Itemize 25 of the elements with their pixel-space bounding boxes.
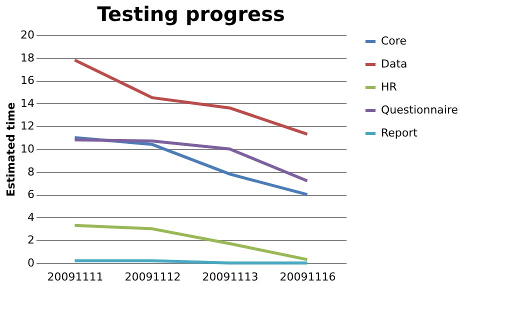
legend-label: HR [381,80,398,94]
y-tick-label: 0 [28,256,34,270]
y-tick-label: 18 [20,51,34,64]
y-tick-label: 2 [28,234,34,247]
y-axis-title: Estimated time [4,102,18,197]
line-series [73,224,309,262]
y-tick-label: 16 [20,74,34,88]
legend-label: Report [381,126,418,140]
legend-label: Core [381,34,407,48]
legend-label: Data [381,58,408,70]
legend-label: Questionnaire [381,104,458,116]
y-tick-label: 14 [20,96,34,110]
line-series [73,138,309,182]
y-tick-label: 8 [28,165,34,178]
chart-title: Testing progress [97,2,285,26]
x-tick-label: 20091116 [280,270,336,284]
y-tick-label: 12 [20,120,34,133]
y-tick-label: 10 [20,142,34,156]
line-series [73,58,309,136]
y-tick-label: 6 [28,188,34,202]
x-tick-label: 20091112 [124,270,181,284]
x-tick-label: 20091111 [47,270,104,284]
y-tick-label: 20 [20,28,34,42]
x-tick-label: 20091113 [202,270,258,284]
y-tick-label: 4 [28,210,34,224]
